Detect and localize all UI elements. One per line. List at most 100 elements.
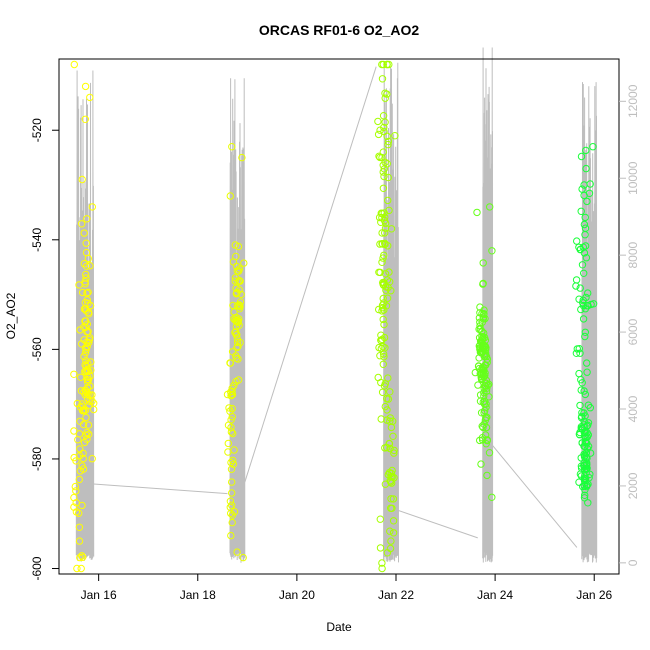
data-point (81, 278, 89, 286)
data-point (72, 487, 80, 495)
y-tick-label: -580 (30, 447, 44, 471)
data-point (486, 203, 494, 211)
data-point (82, 366, 90, 375)
data-point (81, 115, 90, 124)
data-point (386, 414, 394, 422)
data-point (70, 60, 79, 69)
y2-tick-label: 2000 (626, 472, 640, 499)
data-point (479, 398, 487, 406)
data-point (381, 270, 390, 278)
data-point (582, 254, 591, 262)
data-point (579, 301, 588, 310)
data-point (227, 423, 235, 432)
data-point (374, 373, 382, 382)
data-point (375, 305, 383, 314)
data-point (84, 359, 92, 367)
data-point (80, 260, 89, 268)
data-point (383, 549, 392, 557)
data-point (577, 152, 586, 161)
data-point (229, 301, 237, 310)
data-point (80, 336, 88, 344)
secondary-line-segment-2 (229, 78, 246, 563)
data-point (81, 349, 90, 357)
data-point (77, 387, 86, 395)
data-point (386, 278, 394, 286)
data-point (379, 168, 387, 176)
data-point (579, 482, 587, 491)
data-point (379, 315, 387, 324)
data-point (229, 456, 237, 465)
data-point (576, 401, 584, 410)
data-point (376, 126, 384, 134)
data-point (70, 370, 78, 378)
data-point (580, 181, 588, 189)
data-point (482, 376, 490, 384)
data-point (576, 245, 585, 254)
data-point (377, 415, 385, 423)
data-point (475, 314, 484, 322)
data-point (231, 277, 239, 285)
data-point (381, 219, 390, 228)
data-point (387, 423, 396, 432)
data-point (583, 465, 591, 473)
data-point (78, 501, 86, 510)
data-point (228, 518, 236, 527)
data-point (584, 401, 593, 409)
data-point (577, 386, 585, 394)
data-point (589, 143, 597, 151)
data-point (476, 391, 485, 399)
data-point (374, 117, 382, 126)
data-point (378, 559, 386, 567)
y-tick-label: -540 (30, 227, 44, 251)
data-point (384, 395, 393, 403)
data-point (227, 458, 235, 467)
data-point (80, 352, 88, 361)
data-point (82, 345, 90, 354)
data-point (485, 393, 493, 401)
x-tick-label: Jan 18 (180, 588, 216, 602)
data-point (380, 320, 388, 329)
data-point (384, 196, 392, 205)
data-point (572, 282, 580, 290)
data-point (380, 172, 388, 181)
data-point (83, 378, 92, 386)
data-point (76, 553, 84, 562)
data-point (88, 203, 97, 211)
secondary-line-connector-4 (492, 445, 578, 548)
data-point (82, 323, 90, 331)
data-point (77, 373, 85, 381)
data-point (240, 259, 248, 267)
data-point (237, 290, 245, 299)
data-point (233, 316, 241, 325)
data-point (378, 307, 386, 315)
data-point (381, 224, 390, 232)
x-tick-label: Jan 24 (477, 588, 513, 602)
data-point (474, 381, 482, 389)
data-point (76, 403, 85, 411)
data-point (573, 237, 581, 245)
data-point (379, 343, 387, 351)
data-point (480, 306, 488, 314)
x-tick-label: Jan 20 (279, 588, 315, 602)
data-point (576, 284, 584, 292)
data-point (583, 197, 591, 206)
data-point (82, 248, 91, 257)
data-point (85, 397, 94, 405)
data-point (583, 368, 591, 376)
data-point (379, 148, 387, 156)
data-point (481, 369, 489, 377)
data-point (578, 261, 587, 269)
data-point (379, 350, 388, 358)
data-point (231, 241, 240, 249)
data-point (380, 382, 389, 390)
data-point (232, 377, 240, 386)
data-point (378, 304, 387, 312)
data-point (581, 328, 589, 336)
data-point (380, 165, 388, 173)
data-point (225, 404, 233, 412)
data-point (84, 308, 93, 316)
data-point (581, 451, 589, 460)
data-point (581, 213, 589, 222)
data-point (580, 220, 589, 229)
data-point (389, 529, 398, 537)
